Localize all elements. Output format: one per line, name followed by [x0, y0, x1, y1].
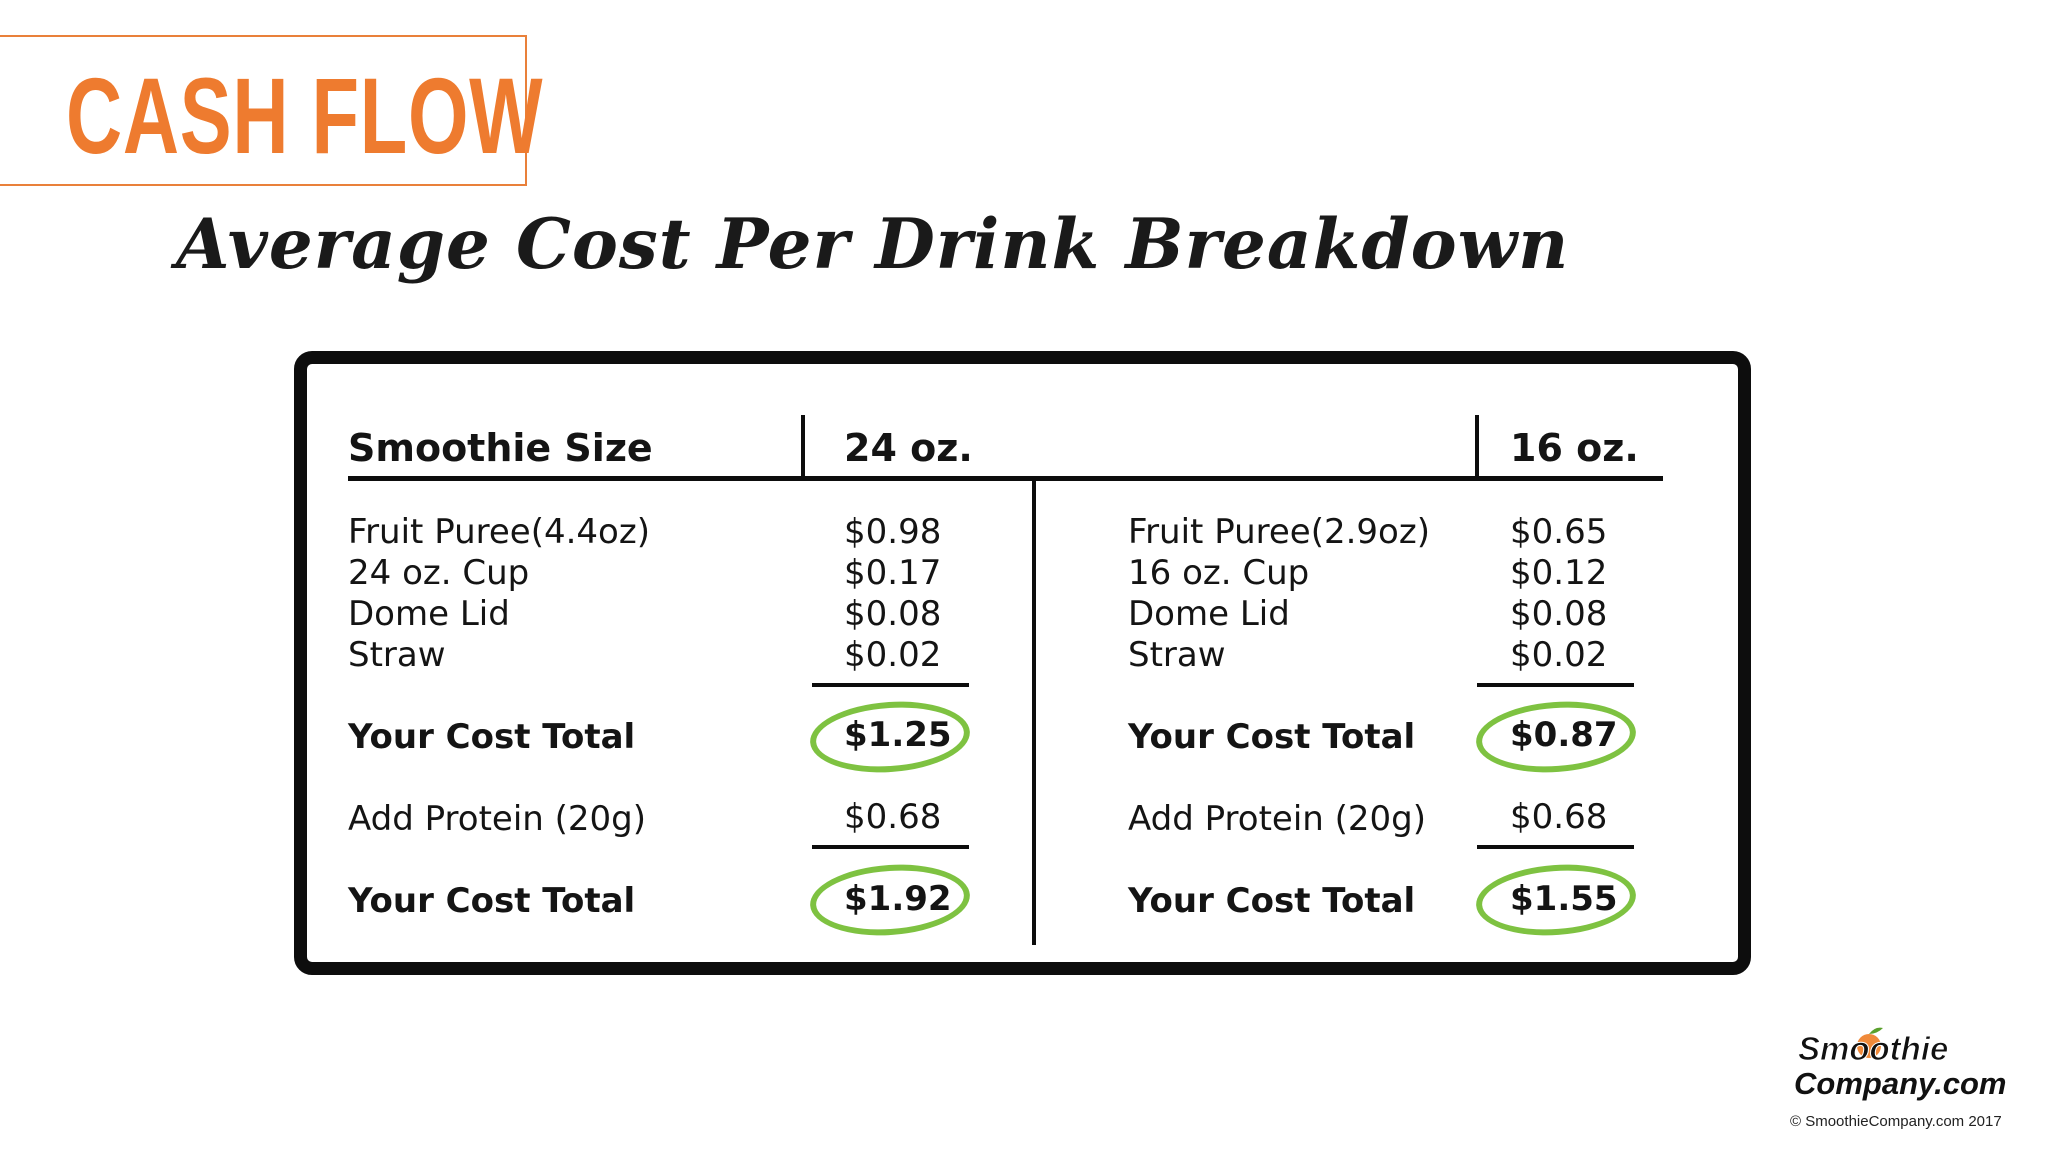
protein-total-value: $1.92 — [844, 879, 952, 919]
smoothie-company-logo: Smoothie Company.com — [1794, 1027, 2006, 1101]
cost-total-value: $1.25 — [844, 715, 952, 755]
item-value: $0.02 — [844, 635, 942, 675]
cost-total-label: Your Cost Total — [1128, 717, 1416, 757]
item-value: $0.17 — [844, 553, 942, 593]
protein-rule — [1477, 845, 1634, 849]
item-value: $0.02 — [1510, 635, 1608, 675]
protein-label: Add Protein (20g) — [1128, 799, 1426, 839]
item-label: 16 oz. Cup — [1128, 553, 1310, 593]
protein-total-value: $1.55 — [1510, 879, 1618, 919]
item-label: Fruit Puree(2.9oz) — [1128, 512, 1430, 552]
protein-rule — [812, 845, 969, 849]
peach-icon — [1857, 1034, 1881, 1058]
header-divider — [801, 415, 805, 477]
page-title: CASH FLOW — [66, 55, 544, 176]
protein-total-label: Your Cost Total — [348, 881, 636, 921]
protein-label: Add Protein (20g) — [348, 799, 646, 839]
col-16-header: 16 oz. — [1510, 426, 1639, 470]
cost-total-value: $0.87 — [1510, 715, 1618, 755]
subtotal-rule — [812, 683, 969, 687]
item-label: Straw — [348, 635, 446, 675]
item-value: $0.12 — [1510, 553, 1608, 593]
header-divider — [1475, 415, 1479, 477]
item-label: Dome Lid — [1128, 594, 1290, 634]
item-label: Dome Lid — [348, 594, 510, 634]
heading-box — [0, 35, 527, 186]
smoothie-size-header: Smoothie Size — [348, 426, 653, 470]
cost-total-label: Your Cost Total — [348, 717, 636, 757]
protein-value: $0.68 — [844, 797, 942, 837]
logo-line2: Company.com — [1794, 1066, 2006, 1101]
header-rule — [348, 476, 1663, 481]
col-24-header: 24 oz. — [844, 426, 973, 470]
item-value: $0.98 — [844, 512, 942, 552]
item-value: $0.08 — [844, 594, 942, 634]
cost-table-frame — [294, 351, 1751, 975]
item-label: Fruit Puree(4.4oz) — [348, 512, 650, 552]
center-divider — [1032, 479, 1036, 945]
subtotal-rule — [1477, 683, 1634, 687]
protein-total-label: Your Cost Total — [1128, 881, 1416, 921]
copyright-text: © SmoothieCompany.com 2017 — [1790, 1113, 2002, 1130]
page-subtitle: Average Cost Per Drink Breakdown — [176, 204, 1570, 285]
item-label: Straw — [1128, 635, 1226, 675]
item-label: 24 oz. Cup — [348, 553, 530, 593]
logo-line1: Smoothie — [1798, 1030, 1948, 1067]
item-value: $0.65 — [1510, 512, 1608, 552]
leaf-icon — [1869, 1027, 1883, 1034]
protein-value: $0.68 — [1510, 797, 1608, 837]
item-value: $0.08 — [1510, 594, 1608, 634]
